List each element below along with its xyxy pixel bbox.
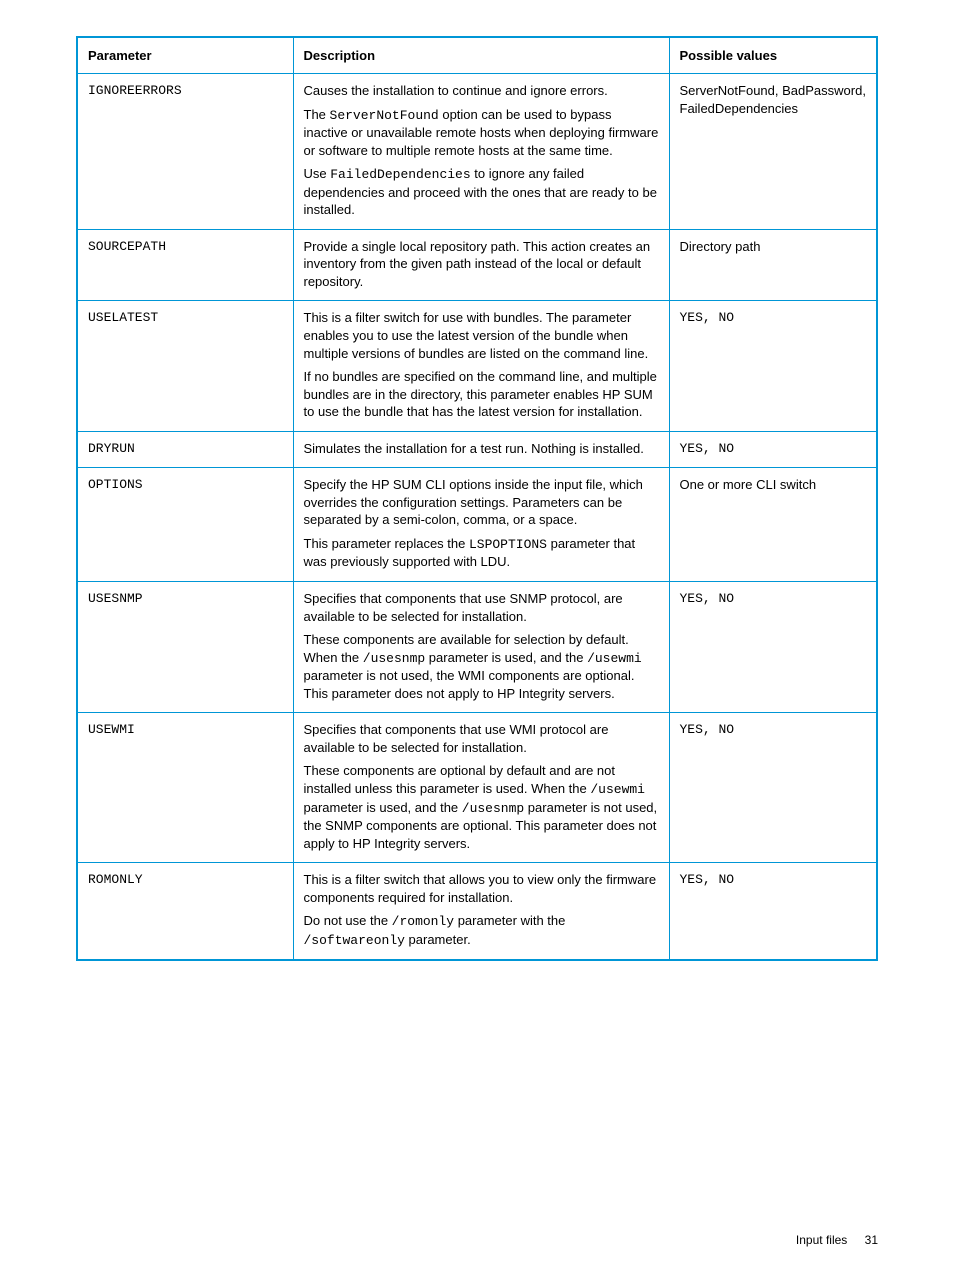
desc-text: These components are optional by default…	[304, 763, 616, 796]
table-row: IGNOREERRORS Causes the installation to …	[77, 74, 877, 230]
footer-label: Input files	[796, 1233, 847, 1247]
param-name: OPTIONS	[77, 468, 293, 582]
desc-para: Simulates the installation for a test ru…	[304, 440, 659, 458]
param-name: USESNMP	[77, 582, 293, 713]
inline-code: /usesnmp	[462, 801, 524, 816]
desc-text: parameter is not used, the WMI component…	[304, 668, 635, 701]
inline-code: /softwareonly	[304, 933, 405, 948]
param-values: YES, NO	[669, 582, 877, 713]
inline-code: FailedDependencies	[330, 167, 470, 182]
param-description: This is a filter switch for use with bun…	[293, 301, 669, 431]
param-values: YES, NO	[669, 431, 877, 468]
desc-para: Do not use the /romonly parameter with t…	[304, 912, 659, 949]
inline-code: /usewmi	[590, 782, 645, 797]
page-footer: Input files 31	[796, 1233, 878, 1247]
param-description: Causes the installation to continue and …	[293, 74, 669, 230]
header-description: Description	[293, 37, 669, 74]
desc-para: Specifies that components that use WMI p…	[304, 721, 659, 756]
table-row: ROMONLY This is a filter switch that all…	[77, 863, 877, 961]
desc-text: parameter.	[405, 932, 471, 947]
param-description: Specify the HP SUM CLI options inside th…	[293, 468, 669, 582]
param-values: Directory path	[669, 229, 877, 301]
desc-para: This is a filter switch that allows you …	[304, 871, 659, 906]
page-number: 31	[865, 1233, 878, 1247]
param-description: Specifies that components that use WMI p…	[293, 713, 669, 863]
header-parameter: Parameter	[77, 37, 293, 74]
table-row: SOURCEPATH Provide a single local reposi…	[77, 229, 877, 301]
param-description: This is a filter switch that allows you …	[293, 863, 669, 961]
desc-para: These components are available for selec…	[304, 631, 659, 702]
desc-text: This parameter replaces the	[304, 536, 469, 551]
param-name: ROMONLY	[77, 863, 293, 961]
param-description: Provide a single local repository path. …	[293, 229, 669, 301]
table-row: USEWMI Specifies that components that us…	[77, 713, 877, 863]
table-row: USELATEST This is a filter switch for us…	[77, 301, 877, 431]
desc-para: This is a filter switch for use with bun…	[304, 309, 659, 362]
inline-code: /usesnmp	[363, 651, 425, 666]
inline-code: /usewmi	[587, 651, 642, 666]
inline-code: /romonly	[392, 914, 454, 929]
table-row: USESNMP Specifies that components that u…	[77, 582, 877, 713]
desc-para: Use FailedDependencies to ignore any fai…	[304, 165, 659, 219]
param-name: SOURCEPATH	[77, 229, 293, 301]
inline-code: ServerNotFound	[330, 108, 439, 123]
desc-para: Causes the installation to continue and …	[304, 82, 659, 100]
desc-para: This parameter replaces the LSPOPTIONS p…	[304, 535, 659, 571]
param-values: One or more CLI switch	[669, 468, 877, 582]
desc-para: The ServerNotFound option can be used to…	[304, 106, 659, 160]
inline-code: LSPOPTIONS	[469, 537, 547, 552]
desc-text: parameter is used, and the	[304, 800, 462, 815]
table-row: DRYRUN Simulates the installation for a …	[77, 431, 877, 468]
param-values: YES, NO	[669, 301, 877, 431]
param-description: Simulates the installation for a test ru…	[293, 431, 669, 468]
parameters-table: Parameter Description Possible values IG…	[76, 36, 878, 961]
param-description: Specifies that components that use SNMP …	[293, 582, 669, 713]
desc-text: Do not use the	[304, 913, 392, 928]
header-values: Possible values	[669, 37, 877, 74]
desc-text: parameter with the	[454, 913, 565, 928]
desc-text: parameter is used, and the	[425, 650, 587, 665]
desc-para: These components are optional by default…	[304, 762, 659, 852]
param-name: IGNOREERRORS	[77, 74, 293, 230]
table-header-row: Parameter Description Possible values	[77, 37, 877, 74]
desc-text: The	[304, 107, 330, 122]
desc-text: Use	[304, 166, 331, 181]
desc-para: Specifies that components that use SNMP …	[304, 590, 659, 625]
desc-para: If no bundles are specified on the comma…	[304, 368, 659, 421]
param-name: USEWMI	[77, 713, 293, 863]
table-row: OPTIONS Specify the HP SUM CLI options i…	[77, 468, 877, 582]
param-name: DRYRUN	[77, 431, 293, 468]
param-name: USELATEST	[77, 301, 293, 431]
param-values: YES, NO	[669, 863, 877, 961]
desc-para: Specify the HP SUM CLI options inside th…	[304, 476, 659, 529]
param-values: ServerNotFound, BadPassword, FailedDepen…	[669, 74, 877, 230]
desc-para: Provide a single local repository path. …	[304, 238, 659, 291]
param-values: YES, NO	[669, 713, 877, 863]
